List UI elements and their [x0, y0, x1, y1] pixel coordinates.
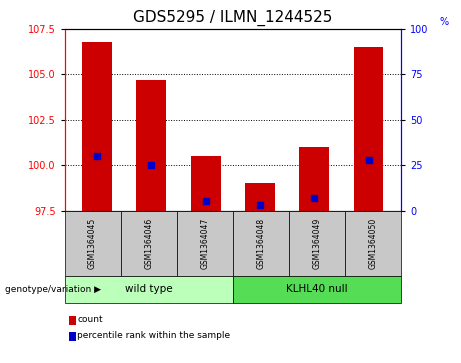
Text: %: %	[440, 17, 449, 27]
Text: KLHL40 null: KLHL40 null	[286, 285, 348, 294]
Bar	[136, 80, 166, 211]
Text: GSM1364049: GSM1364049	[313, 217, 321, 269]
Text: percentile rank within the sample: percentile rank within the sample	[77, 331, 230, 340]
Text: GSM1364047: GSM1364047	[200, 217, 209, 269]
Text: GSM1364045: GSM1364045	[88, 217, 97, 269]
Text: GSM1364050: GSM1364050	[368, 217, 378, 269]
Bar	[245, 183, 275, 211]
Bar	[299, 147, 329, 211]
Title: GDS5295 / ILMN_1244525: GDS5295 / ILMN_1244525	[133, 10, 332, 26]
Bar	[82, 42, 112, 211]
Text: GSM1364048: GSM1364048	[256, 218, 266, 269]
Bar	[191, 156, 221, 211]
Text: GSM1364046: GSM1364046	[144, 217, 153, 269]
Text: count: count	[77, 315, 103, 324]
Text: wild type: wild type	[125, 285, 172, 294]
Bar	[354, 47, 384, 211]
Text: genotype/variation ▶: genotype/variation ▶	[5, 285, 100, 294]
